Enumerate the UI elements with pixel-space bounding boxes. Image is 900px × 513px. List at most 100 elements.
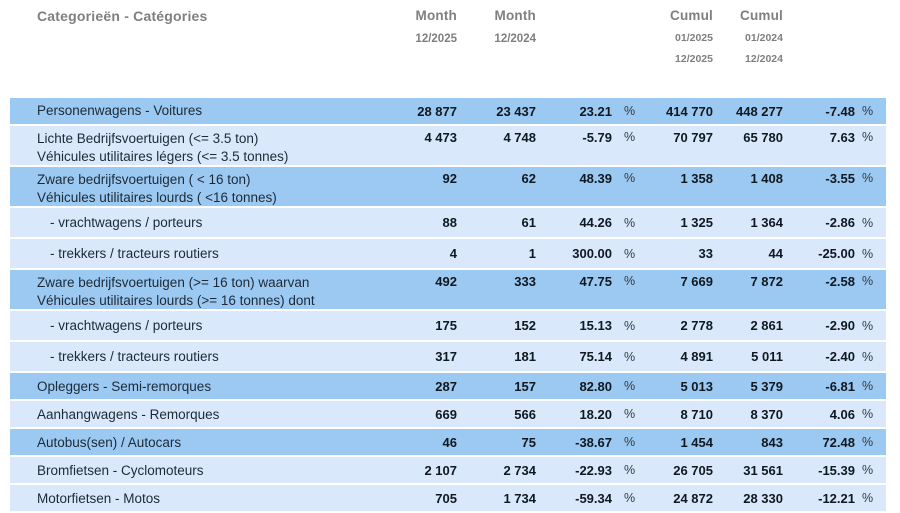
cumul-current-value: 5 013 [680, 378, 713, 394]
cumul-current-value: 4 891 [680, 349, 713, 365]
cumul-change-value: -2.58 [825, 274, 855, 290]
percent-sign: % [862, 274, 874, 289]
category-label: Zware bedrijfsvoertuigen (>= 16 ton) waa… [10, 270, 387, 309]
cumul-current-title: Cumul [670, 8, 713, 23]
percent-sign: % [624, 349, 636, 364]
cumul-current-value: 26 705 [673, 462, 713, 478]
percent-sign: % [862, 318, 874, 333]
month-previous-value: 62 [521, 171, 536, 187]
cumul-current-value: 33 [698, 246, 713, 262]
percent-sign: % [624, 215, 636, 230]
category-label-line1: Motorfietsen - Motos [37, 490, 161, 506]
cumul-previous-value: 5 379 [750, 378, 783, 394]
category-label: Bromfietsen - Cyclomoteurs [10, 462, 387, 480]
percent-sign: % [624, 407, 636, 422]
category-label-line2: Véhicules utilitaires lourds ( <16 tonne… [37, 189, 277, 205]
month-current-value: 705 [435, 490, 457, 506]
cumul-current-value: 1 454 [680, 434, 713, 450]
table-header: Categorieën - Catégories Month 12/2025 M… [10, 0, 886, 98]
month-current-value: 175 [435, 318, 457, 334]
cumul-current-value: 2 778 [680, 318, 713, 334]
cumul-previous-period-start: 01/2024 [745, 32, 783, 44]
month-current-value: 4 [449, 246, 457, 262]
category-label-line1: Autobus(sen) / Autocars [37, 434, 182, 450]
month-change-value: -59.34 [575, 490, 612, 506]
category-label-line1: Personenwagens - Voitures [37, 103, 203, 119]
cumul-previous-value: 5 011 [751, 349, 783, 365]
column-header-cumul-previous: Cumul 01/2024 12/2024 [713, 0, 783, 65]
table-body: Personenwagens - Voitures 28 877 23 437 … [10, 98, 886, 512]
month-previous-value: 2 734 [503, 462, 536, 478]
percent-sign: % [862, 104, 874, 118]
month-current-value: 28 877 [417, 103, 457, 119]
percent-sign: % [624, 104, 636, 118]
percent-sign: % [624, 318, 636, 333]
month-current-value: 317 [435, 349, 457, 365]
cumul-change-value: -2.86 [825, 215, 855, 231]
category-label: - trekkers / tracteurs routiers [10, 348, 387, 366]
month-change-value: 47.75 [579, 274, 612, 290]
month-change-value: 15.13 [579, 318, 612, 334]
month-change-value: 23.21 [579, 103, 612, 119]
cumul-previous-value: 448 277 [736, 103, 783, 119]
month-current-value: 492 [435, 274, 457, 290]
vehicle-registrations-table: Categorieën - Catégories Month 12/2025 M… [10, 0, 886, 513]
month-change-value: 44.26 [579, 215, 612, 231]
category-label-line1: - trekkers / tracteurs routiers [50, 349, 219, 364]
cumul-previous-title: Cumul [740, 8, 783, 23]
percent-sign: % [862, 463, 874, 478]
month-change-value: 48.39 [579, 171, 612, 187]
month-change-value: 82.80 [579, 378, 612, 394]
month-previous-value: 75 [521, 434, 536, 450]
category-label: Personenwagens - Voitures [10, 102, 387, 120]
category-label: Lichte Bedrijfsvoertuigen (<= 3.5 ton) V… [10, 126, 387, 165]
percent-sign: % [624, 274, 636, 289]
percent-sign: % [862, 435, 874, 450]
month-current-title: Month [415, 8, 457, 23]
column-header-month-current: Month 12/2025 [387, 0, 457, 45]
cumul-current-value: 24 872 [673, 490, 713, 506]
table-row: Aanhangwagens - Remorques 669 566 18.20 … [10, 401, 886, 428]
category-label-line1: Aanhangwagens - Remorques [37, 406, 220, 422]
month-change-value: -5.79 [582, 130, 612, 145]
category-label: Autobus(sen) / Autocars [10, 434, 387, 452]
cumul-previous-value: 8 370 [750, 406, 783, 422]
month-previous-value: 566 [514, 406, 536, 422]
category-label-line1: - vrachtwagens / porteurs [50, 318, 203, 333]
category-label-line2: Véhicules utilitaires lourds (>= 16 tonn… [37, 292, 315, 308]
percent-sign: % [624, 463, 636, 478]
cumul-change-value: -3.55 [825, 171, 855, 187]
cumul-current-value: 70 797 [673, 130, 713, 145]
cumul-previous-value: 31 561 [743, 462, 783, 478]
percent-sign: % [624, 246, 636, 261]
table-row: - vrachtwagens / porteurs 175 152 15.13 … [10, 311, 886, 341]
table-row: Lichte Bedrijfsvoertuigen (<= 3.5 ton) V… [10, 126, 886, 166]
cumul-change-value: -2.40 [825, 349, 855, 365]
category-label: - vrachtwagens / porteurs [10, 214, 387, 232]
table-row: Bromfietsen - Cyclomoteurs 2 107 2 734 -… [10, 457, 886, 484]
cumul-change-value: -25.00 [818, 246, 855, 262]
percent-sign: % [862, 171, 874, 186]
category-label-line1: Bromfietsen - Cyclomoteurs [37, 462, 204, 478]
cumul-previous-value: 44 [768, 246, 783, 262]
category-label: - vrachtwagens / porteurs [10, 317, 387, 335]
cumul-current-value: 8 710 [680, 406, 713, 422]
month-previous-value: 333 [514, 274, 536, 290]
month-change-value: 300.00 [572, 246, 612, 262]
percent-sign: % [862, 379, 874, 394]
table-row: Zware bedrijfsvoertuigen (>= 16 ton) waa… [10, 270, 886, 310]
percent-sign: % [624, 491, 636, 506]
month-previous-value: 157 [514, 378, 536, 394]
category-label: Motorfietsen - Motos [10, 490, 387, 508]
cumul-previous-value: 7 872 [750, 274, 783, 290]
table-row: Zware bedrijfsvoertuigen ( < 16 ton) Véh… [10, 167, 886, 207]
cumul-change-value: 72.48 [822, 434, 855, 450]
month-change-value: 18.20 [579, 406, 612, 422]
table-row: Personenwagens - Voitures 28 877 23 437 … [10, 98, 886, 124]
column-header-cumul-current: Cumul 01/2025 12/2025 [640, 0, 713, 65]
category-column-header: Categorieën - Catégories [10, 0, 387, 26]
category-label: Opleggers - Semi-remorques [10, 378, 387, 396]
percent-sign: % [624, 171, 636, 186]
cumul-change-value: -2.90 [825, 318, 855, 334]
month-previous-period: 12/2024 [494, 33, 536, 45]
